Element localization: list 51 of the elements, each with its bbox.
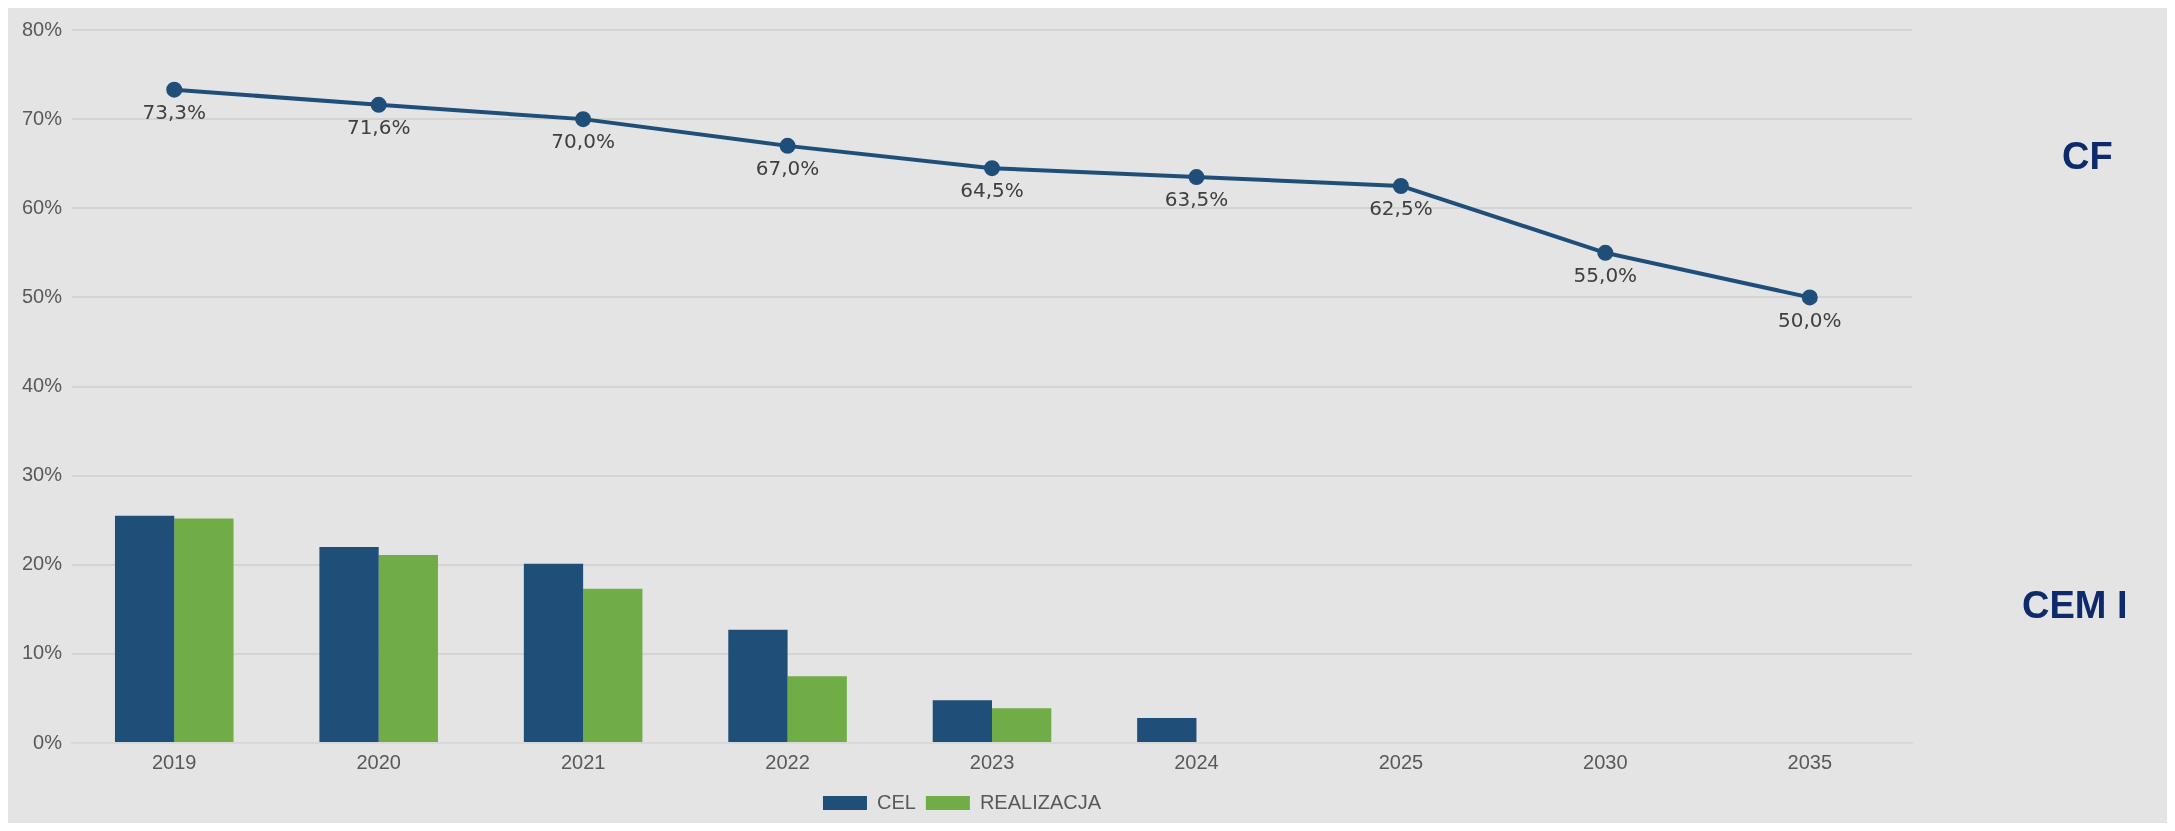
data-label: 50,0% bbox=[1778, 307, 1842, 332]
x-tick-label: 2019 bbox=[152, 750, 197, 773]
bar bbox=[992, 708, 1052, 742]
text: CF bbox=[2062, 134, 2113, 177]
data-label: 67,0% bbox=[755, 156, 820, 181]
x-tick-label: 2021 bbox=[560, 750, 606, 773]
data-label: 55,0% bbox=[1573, 263, 1638, 288]
data-label: 63,5% bbox=[1164, 187, 1229, 212]
point bbox=[370, 96, 387, 113]
bar bbox=[787, 676, 847, 742]
x-tick-label: 2035 bbox=[1787, 750, 1833, 773]
x-tick-label: 2030 bbox=[1583, 750, 1628, 773]
bar bbox=[932, 700, 993, 742]
y-tick-label: 40% bbox=[22, 374, 63, 397]
point bbox=[1597, 244, 1614, 261]
point bbox=[575, 111, 592, 128]
bar bbox=[174, 518, 234, 742]
y-tick-label: 50% bbox=[22, 284, 63, 307]
y-tick-label: 70% bbox=[22, 106, 63, 129]
bar bbox=[523, 563, 584, 742]
point bbox=[984, 160, 1001, 177]
data-label: 62,5% bbox=[1369, 196, 1433, 221]
y-tick-label: 80% bbox=[22, 17, 63, 40]
y-tick-label: 10% bbox=[22, 641, 63, 664]
y-tick-label: 30% bbox=[22, 463, 63, 486]
bar bbox=[1137, 718, 1197, 742]
bar bbox=[114, 515, 175, 742]
bar bbox=[583, 588, 643, 742]
text: CEM I bbox=[2022, 584, 2128, 627]
point bbox=[1188, 169, 1205, 186]
bar bbox=[378, 554, 438, 742]
x-tick-label: 2025 bbox=[1378, 750, 1424, 773]
y-tick-label: 60% bbox=[22, 195, 63, 218]
data-label: 64,5% bbox=[960, 178, 1024, 203]
y-tick-label: 0% bbox=[33, 730, 63, 753]
legend-label: REALIZACJA bbox=[979, 790, 1102, 813]
x-tick-label: 2024 bbox=[1174, 750, 1219, 773]
data-label: 70,0% bbox=[551, 129, 615, 154]
data-label: 73,3% bbox=[142, 99, 207, 124]
bar bbox=[728, 629, 788, 742]
bar bbox=[319, 546, 379, 742]
x-tick-label: 2023 bbox=[969, 750, 1015, 773]
point bbox=[1801, 289, 1818, 306]
point bbox=[779, 137, 796, 154]
point bbox=[1392, 177, 1409, 194]
x-tick-label: 2022 bbox=[765, 750, 810, 773]
legend-label: CEL bbox=[876, 790, 916, 813]
y-tick-label: 20% bbox=[22, 552, 63, 575]
data-label: 71,6% bbox=[346, 115, 411, 140]
x-tick-label: 2020 bbox=[356, 750, 401, 773]
point bbox=[166, 81, 183, 98]
